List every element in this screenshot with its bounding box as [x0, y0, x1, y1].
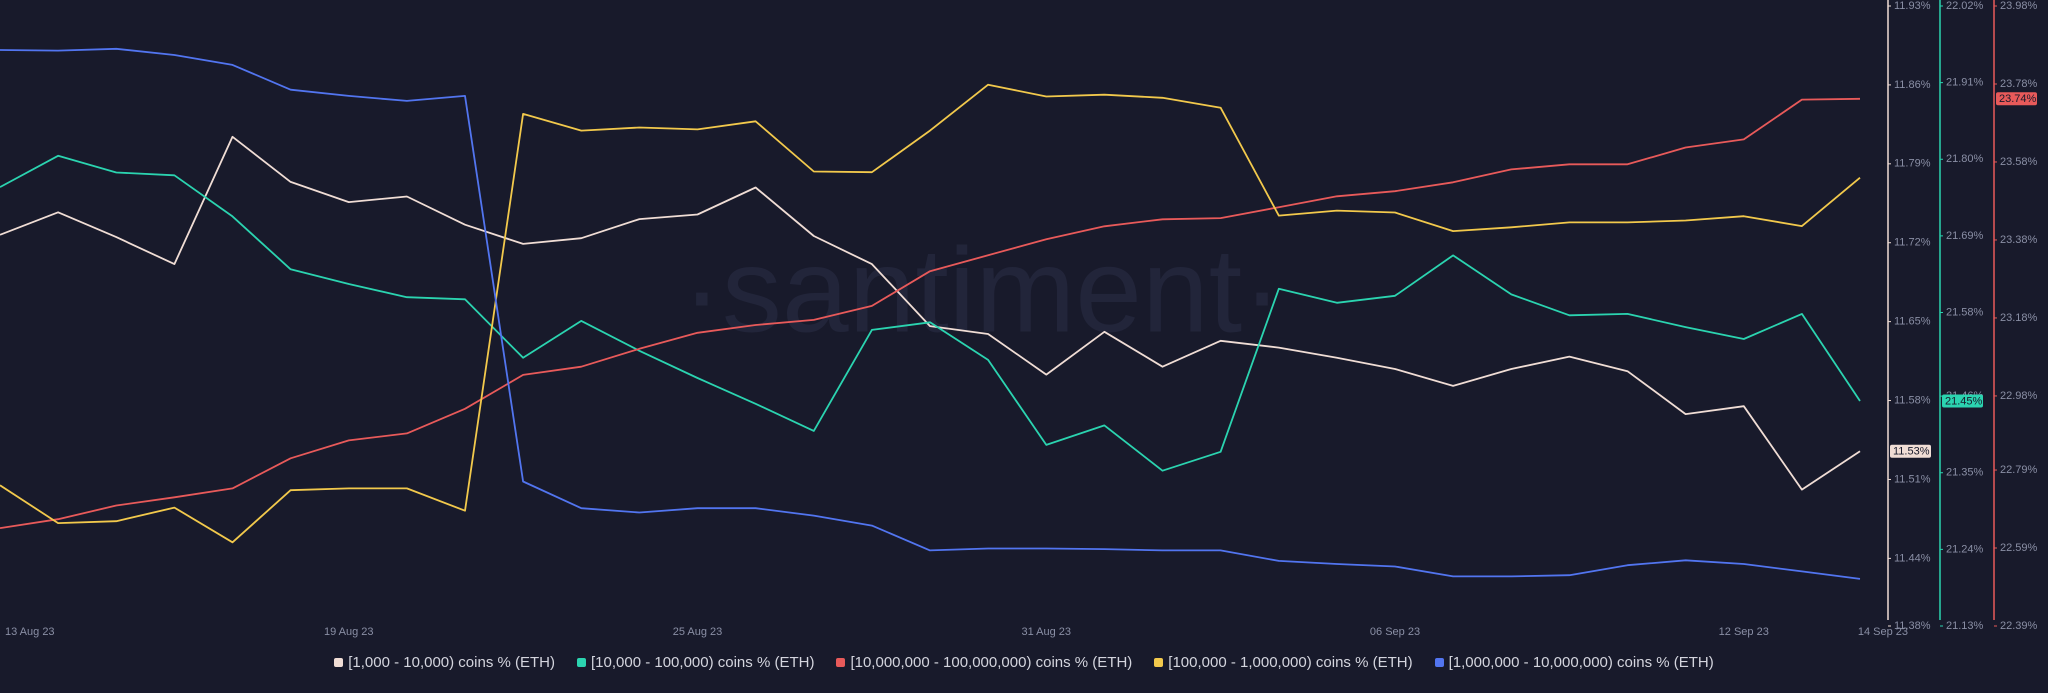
y-tick-label: 22.98%	[2000, 390, 2038, 402]
series-line	[0, 83, 1861, 544]
legend-item[interactable]: [10,000 - 100,000) coins % (ETH)	[577, 654, 814, 671]
x-tick-label: 25 Aug 23	[673, 626, 723, 638]
y-tick-label: 11.72%	[1894, 237, 1931, 249]
legend-label: [10,000,000 - 100,000,000) coins % (ETH)	[850, 654, 1133, 671]
y-tick-label: 11.65%	[1894, 316, 1931, 328]
series-line	[0, 97, 1861, 529]
x-tick-label: 19 Aug 23	[324, 626, 374, 638]
legend-swatch	[1434, 658, 1444, 667]
y-tick-label: 23.78%	[2000, 78, 2038, 90]
y-tick-label: 11.44%	[1894, 552, 1931, 564]
x-tick-label: 06 Sep 23	[1370, 626, 1420, 638]
legend: [1,000 - 10,000) coins % (ETH) [10,000 - …	[0, 654, 2048, 671]
series-line	[0, 154, 1861, 472]
y-tick-label: 23.58%	[2000, 156, 2038, 168]
y-tick-label: 22.02%	[1946, 0, 1984, 12]
legend-label: [100,000 - 1,000,000) coins % (ETH)	[1168, 654, 1413, 671]
y-tick-label: 21.91%	[1946, 77, 1984, 89]
legend-label: [10,000 - 100,000) coins % (ETH)	[591, 654, 815, 671]
y-tick-label: 11.93%	[1894, 0, 1931, 12]
value-pill	[1890, 444, 1931, 458]
legend-label: [1,000,000 - 10,000,000) coins % (ETH)	[1448, 654, 1714, 671]
legend-swatch	[836, 658, 846, 667]
y-tick-label: 11.58%	[1894, 394, 1931, 406]
y-tick-label: 11.79%	[1894, 158, 1931, 170]
value-pill-label: 23.74%	[1999, 93, 2037, 105]
y-tick-label: 11.86%	[1894, 79, 1931, 91]
y-tick-label: 21.35%	[1946, 467, 1984, 479]
y-tick-label: 11.38%	[1894, 620, 1931, 632]
x-tick-label: 13 Aug 23	[5, 626, 55, 638]
legend-swatch	[1154, 658, 1164, 667]
value-pill-label: 11.53%	[1893, 446, 1930, 458]
x-tick-label: 31 Aug 23	[1021, 626, 1071, 638]
y-tick-label: 22.39%	[2000, 620, 2038, 632]
series-line	[0, 47, 1861, 580]
legend-swatch	[334, 658, 344, 667]
x-tick-label: 12 Sep 23	[1719, 626, 1769, 638]
y-tick-label: 21.58%	[1946, 306, 1984, 318]
legend-item[interactable]: [10,000,000 - 100,000,000) coins % (ETH)	[836, 654, 1132, 671]
y-tick-label: 21.80%	[1946, 153, 1984, 165]
legend-swatch	[577, 658, 586, 667]
y-tick-label: 23.18%	[2000, 312, 2038, 324]
y-tick-label: 21.69%	[1946, 230, 1984, 242]
legend-label: [1,000 - 10,000) coins % (ETH)	[348, 654, 555, 671]
legend-item[interactable]: [100,000 - 1,000,000) coins % (ETH)	[1154, 654, 1413, 671]
y-tick-label: 22.79%	[2000, 464, 2038, 476]
value-pill	[1996, 92, 2037, 106]
y-tick-label: 23.98%	[2000, 0, 2038, 12]
y-tick-label: 21.13%	[1946, 620, 1984, 632]
y-tick-label: 23.38%	[2000, 234, 2038, 246]
value-pill-label: 21.45%	[1945, 395, 1983, 407]
y-tick-label: 21.24%	[1946, 543, 1984, 555]
y-tick-label: 11.51%	[1894, 473, 1931, 485]
value-pill	[1942, 394, 1983, 408]
legend-item[interactable]: [1,000 - 10,000) coins % (ETH)	[334, 654, 555, 671]
chart: ·santiment· 13 Aug 23 19 Aug 23 25 Aug 23 3…	[0, 0, 2038, 638]
x-tick-label: 14 Sep 23	[1858, 626, 1908, 638]
watermark: ·santiment·	[682, 224, 1282, 358]
y-tick-label: 22.59%	[2000, 542, 2038, 554]
legend-item[interactable]: [1,000,000 - 10,000,000) coins % (ETH)	[1434, 654, 1714, 671]
series-line	[0, 135, 1861, 491]
